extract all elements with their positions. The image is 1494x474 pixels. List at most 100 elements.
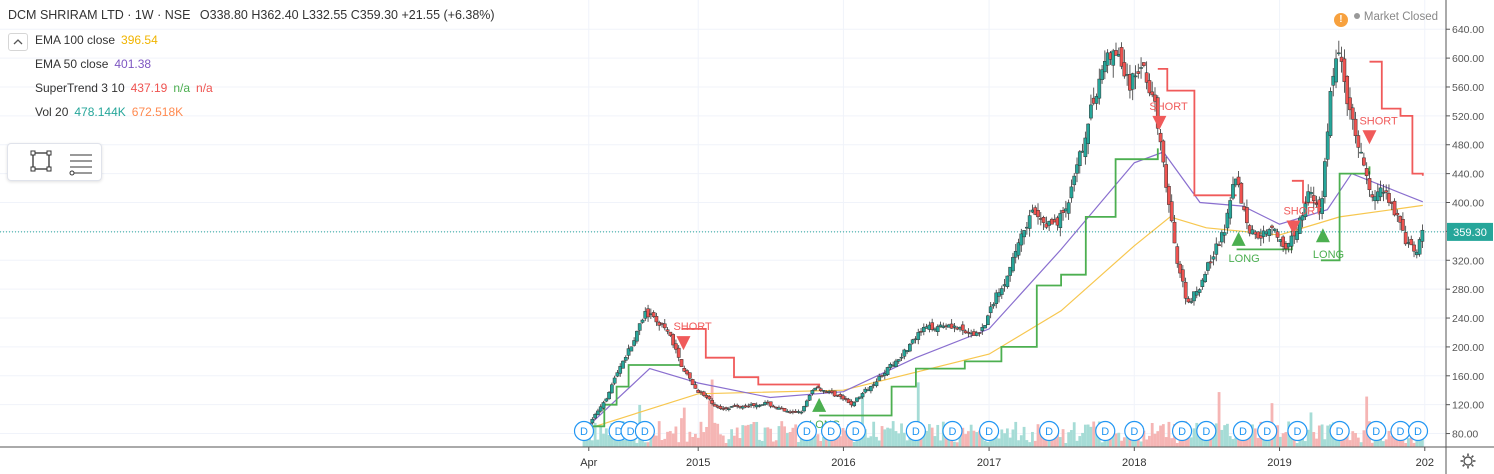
volume-bar	[1226, 423, 1229, 447]
volume-bar	[705, 426, 708, 447]
indicator-row[interactable]: Vol 20 478.144K 672.518K	[35, 105, 183, 119]
rectangle-select-icon[interactable]	[26, 147, 56, 177]
volume-bar	[744, 425, 747, 447]
y-tick-label: 240.00	[1452, 313, 1484, 325]
indicator-row[interactable]: EMA 100 close 396.54	[35, 33, 158, 47]
volume-bar	[1200, 436, 1204, 447]
symbol-title[interactable]: DCM SHRIRAM LTD · 1W · NSE	[8, 8, 191, 22]
candle-body	[685, 370, 689, 375]
list-settings-icon[interactable]	[66, 147, 96, 177]
volume-bar	[969, 424, 973, 447]
candle-body	[1136, 71, 1141, 74]
candle-body	[679, 359, 684, 367]
candle-body	[1245, 207, 1249, 224]
candle-body	[598, 406, 603, 412]
volume-bar	[1309, 412, 1313, 447]
volume-bar	[1393, 432, 1396, 447]
indicator-row[interactable]: EMA 50 close 401.38	[35, 57, 151, 71]
candle-body	[1403, 232, 1408, 245]
alert-icon[interactable]: !	[1333, 13, 1348, 27]
dividend-marker	[1287, 420, 1308, 442]
volume-bar	[716, 423, 720, 447]
y-tick-label: 520.00	[1452, 111, 1484, 123]
ema-50-line	[583, 151, 1424, 431]
volume-bar	[1092, 421, 1096, 447]
candle-body	[885, 367, 890, 375]
candle-body	[1328, 91, 1333, 136]
supertrend-down-segment	[1157, 68, 1237, 197]
volume-bar	[1278, 436, 1282, 447]
candle-body	[721, 408, 726, 410]
volume-bar	[691, 437, 695, 447]
volume-bar	[1050, 438, 1054, 447]
volume-bar	[886, 427, 890, 447]
candlestick-series	[582, 40, 1425, 432]
volume-bar	[961, 427, 965, 447]
last-price-tag	[1447, 222, 1493, 241]
candle-body	[771, 405, 776, 408]
volume-bar	[741, 425, 745, 447]
candle-body	[894, 360, 898, 367]
candle-body	[604, 398, 609, 402]
volume-bar	[596, 439, 600, 447]
volume-bar	[1175, 442, 1179, 447]
candle-body	[821, 390, 826, 392]
candle-body	[724, 407, 728, 409]
volume-bar	[1036, 424, 1040, 447]
candle-body	[846, 398, 851, 404]
dividend-marker	[845, 420, 866, 442]
candle-body	[1289, 235, 1294, 247]
volume-bar	[869, 436, 873, 447]
candle-body	[1309, 192, 1313, 195]
volume-bar	[1228, 436, 1232, 447]
candle-body	[1350, 107, 1355, 120]
dividend-marker	[1124, 420, 1145, 442]
volume-bar	[994, 435, 998, 447]
volume-bar	[1114, 433, 1118, 447]
candle-body	[1206, 262, 1210, 271]
signal-label-short: SHORT	[1359, 115, 1398, 127]
candle-body	[1192, 291, 1196, 302]
dividend-marker-label: D	[1397, 426, 1405, 438]
gear-icon[interactable]	[1460, 453, 1476, 469]
volume-bar	[1128, 434, 1132, 447]
volume-bar	[1145, 439, 1149, 447]
volume-bar	[1217, 392, 1221, 447]
volume-bar	[1334, 436, 1338, 447]
candle-body	[607, 392, 611, 400]
dividend-marker-label: D	[1178, 426, 1186, 438]
candle-body	[651, 312, 656, 317]
market-status-label: Market Closed	[1363, 11, 1438, 23]
volume-bar	[1284, 432, 1288, 447]
dividend-marker	[634, 420, 655, 442]
ema-50-path	[583, 151, 1424, 431]
indicator-row[interactable]: SuperTrend 3 10 437.19 n/a n/a	[35, 81, 213, 95]
y-tick-label: 400.00	[1452, 198, 1484, 210]
volume-bar	[1125, 433, 1129, 447]
dividend-marker-label: D	[1336, 426, 1344, 438]
candle-body	[618, 366, 623, 374]
chevron-up-icon[interactable]	[8, 33, 28, 51]
x-tick-label: 2018	[1122, 457, 1146, 469]
candle-body	[988, 306, 993, 314]
y-tick-label: 560.00	[1452, 82, 1484, 94]
candle-body	[668, 331, 673, 336]
volume-bar	[602, 433, 605, 447]
candle-body	[1089, 104, 1093, 119]
volume-bar	[866, 437, 870, 447]
candle-body	[1114, 50, 1118, 56]
candle-body	[1214, 243, 1219, 255]
candle-body	[1133, 75, 1138, 78]
volume-bar	[1056, 427, 1059, 447]
candle-body	[1323, 161, 1327, 197]
volume-bar	[891, 421, 895, 447]
volume-bar	[1242, 440, 1246, 447]
candle-body	[1208, 261, 1213, 264]
candle-body	[1395, 212, 1400, 216]
y-tick-label: 160.00	[1452, 371, 1484, 383]
volume-bar	[680, 418, 683, 447]
candle-body	[1392, 200, 1397, 216]
